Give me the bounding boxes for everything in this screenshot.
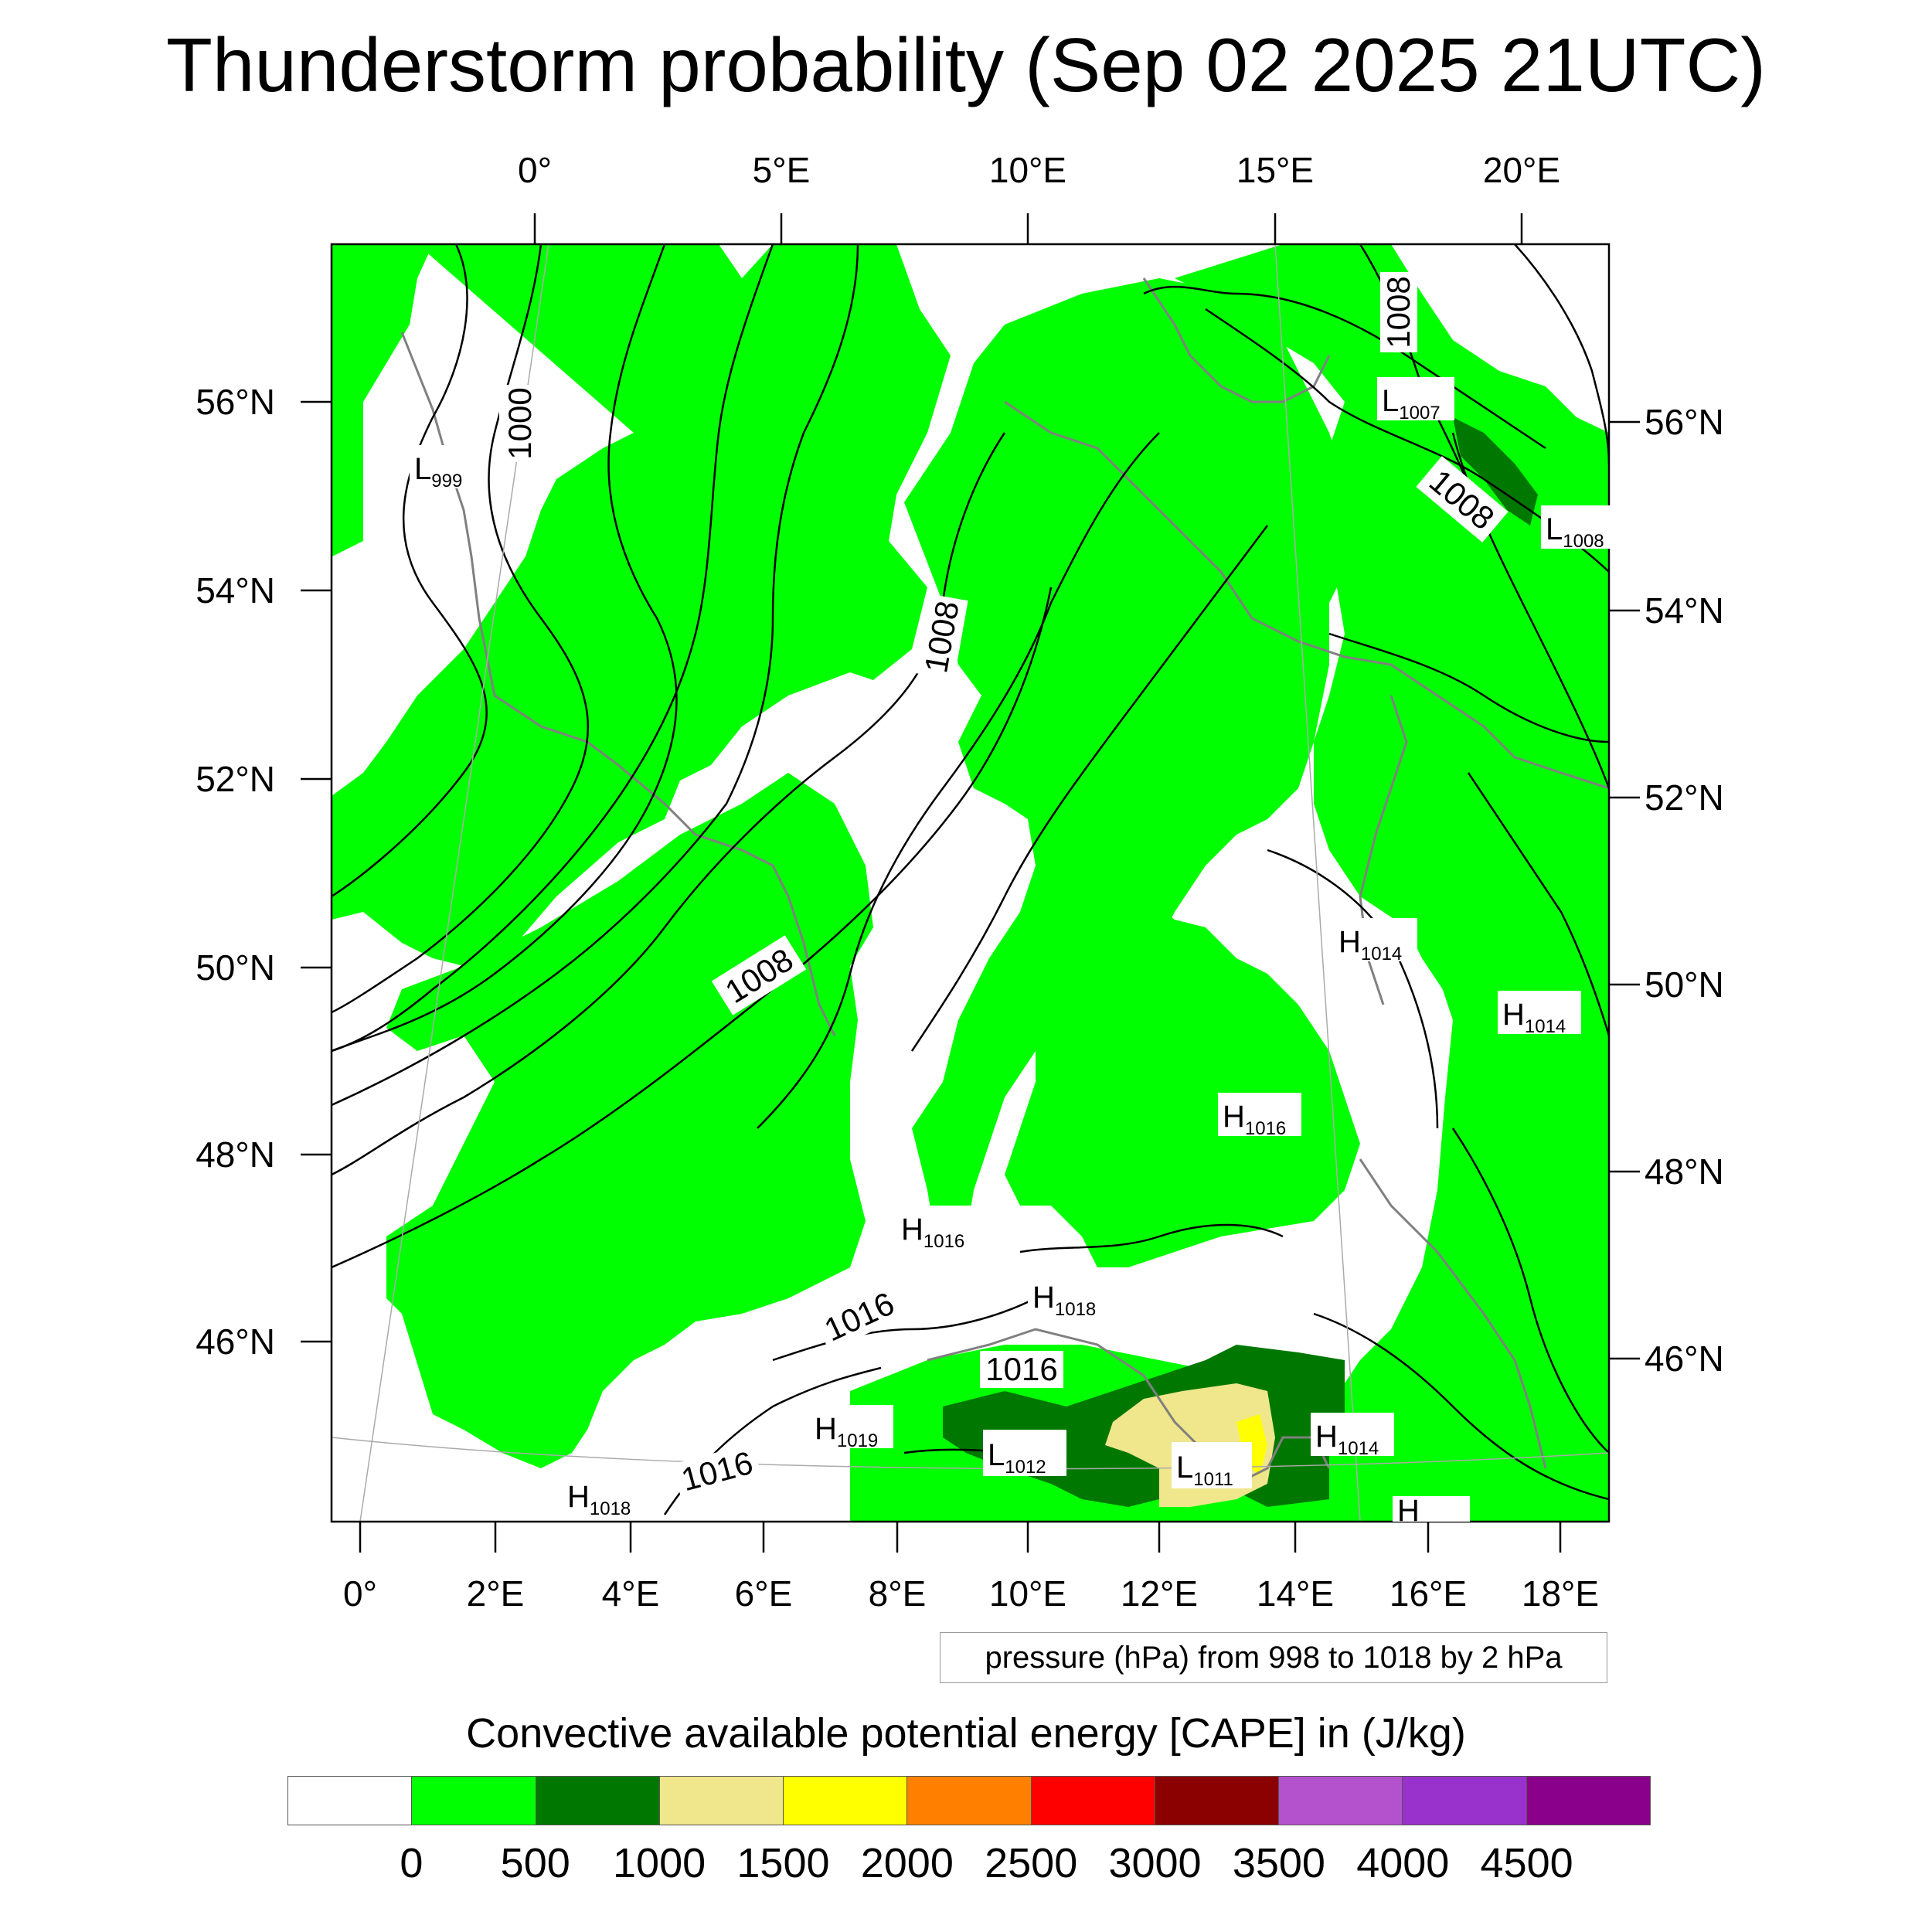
tick-label-right: 56°N: [1645, 402, 1724, 442]
tick-label-top: 10°E: [989, 150, 1066, 190]
tick-label-left: 54°N: [196, 570, 275, 611]
tick-label-bottom: 4°E: [602, 1573, 660, 1614]
tick-label-bottom: 6°E: [735, 1573, 793, 1614]
right-lat-labels: 56°N 54°N 52°N 50°N 48°N 46°N: [1645, 402, 1724, 1379]
tick-label-right: 54°N: [1645, 590, 1724, 631]
colorbar-segment: [412, 1777, 536, 1825]
tick-label-bottom: 12°E: [1121, 1573, 1198, 1614]
colorbar-segment: [784, 1777, 908, 1825]
chart-title: Thunderstorm probability (Sep 02 2025 21…: [166, 22, 1766, 107]
tick-label-bottom: 10°E: [989, 1573, 1066, 1614]
pressure-center-label: L1012: [988, 1438, 1046, 1478]
pressure-center-label: H: [1397, 1494, 1420, 1528]
pressure-center-label: H1018: [567, 1480, 631, 1519]
pressure-center-label: L1011: [1176, 1451, 1233, 1490]
colorbar-segment: [659, 1777, 784, 1825]
pressure-center-label: L1008: [1546, 512, 1604, 552]
pressure-center-label: L999: [414, 452, 462, 492]
pressure-contour-note: pressure (hPa) from 998 to 1018 by 2 hPa: [940, 1632, 1607, 1683]
colorbar-tick-label: 1000: [613, 1840, 706, 1886]
tick-label-left: 52°N: [196, 759, 275, 799]
plot-border: [330, 243, 1611, 1523]
tick-label-right: 48°N: [1645, 1151, 1724, 1192]
pressure-center-label: H1019: [815, 1412, 878, 1451]
colorbar: [287, 1776, 1651, 1825]
tick-label-top: 5°E: [753, 150, 811, 190]
tick-label-right: 46°N: [1645, 1338, 1724, 1379]
colorbar-segment: [1031, 1777, 1155, 1825]
colorbar-segment: [1279, 1777, 1403, 1825]
colorbar-labels: 0 500 1000 1500 2000 2500 3000 3500 4000 4500: [287, 1839, 1651, 1893]
colorbar-tick-label: 4000: [1356, 1840, 1450, 1886]
pressure-center-label: H1016: [901, 1213, 964, 1252]
colorbar-segment: [1155, 1777, 1280, 1825]
pressure-centers: L999 L1007 L1008 H1014 H1014 H1016 H1016: [410, 377, 1614, 1528]
colorbar-tick-label: 2500: [985, 1840, 1078, 1886]
tick-label-top: 15°E: [1236, 150, 1314, 190]
colorbar-tick-label: 3500: [1232, 1840, 1325, 1886]
tick-label-top: 0°: [518, 150, 552, 190]
isobar-label: 1000: [502, 387, 538, 459]
legend-title: Convective available potential energy [C…: [466, 1710, 1466, 1757]
tick-label-bottom: 16°E: [1389, 1573, 1467, 1614]
tick-label-bottom: 14°E: [1257, 1573, 1334, 1614]
colorbar-tick-label: 3000: [1108, 1840, 1202, 1886]
tick-label-right: 52°N: [1645, 777, 1724, 818]
colorbar-segment: [907, 1777, 1032, 1825]
tick-marks: [301, 213, 1640, 1553]
pressure-center-label: H1018: [1032, 1281, 1096, 1320]
tick-label-right: 50°N: [1645, 964, 1724, 1005]
colorbar-segment: [1403, 1777, 1527, 1825]
pressure-center-label: L1007: [1382, 384, 1440, 423]
tick-label-left: 48°N: [196, 1134, 275, 1175]
tick-label-bottom: 18°E: [1522, 1573, 1599, 1614]
top-lon-labels: 0° 5°E 10°E 15°E 20°E: [518, 150, 1560, 190]
colorbar-tick-label: 500: [500, 1840, 570, 1886]
colorbar-segment: [536, 1777, 660, 1825]
isobar-label: 1016: [985, 1351, 1057, 1387]
tick-label-left: 56°N: [196, 382, 275, 422]
colorbar-tick-label: 1500: [736, 1840, 830, 1886]
tick-label-top: 20°E: [1483, 150, 1560, 190]
colorbar-tick-label: 4500: [1480, 1840, 1573, 1886]
colorbar-segment: [1526, 1777, 1650, 1825]
bottom-lon-labels: 0° 2°E 4°E 6°E 8°E 10°E 12°E 14°E 16°E 1…: [343, 1573, 1599, 1614]
pressure-center-label: H1016: [1223, 1100, 1286, 1139]
tick-label-left: 46°N: [196, 1321, 275, 1362]
tick-label-bottom: 8°E: [869, 1573, 927, 1614]
colorbar-tick-label: 2000: [860, 1840, 954, 1886]
colorbar-segment: [288, 1777, 413, 1825]
left-lat-labels: 56°N 54°N 52°N 50°N 48°N 46°N: [196, 382, 275, 1362]
tick-label-bottom: 0°: [343, 1573, 377, 1614]
pressure-center-label: H1014: [1315, 1420, 1379, 1459]
colorbar-tick-label: 0: [400, 1840, 423, 1886]
pressure-center-label: H1014: [1502, 998, 1566, 1037]
tick-label-bottom: 2°E: [467, 1573, 525, 1614]
pressure-center-label: H1014: [1338, 925, 1402, 964]
isobar-label: 1008: [1380, 276, 1417, 348]
tick-label-left: 50°N: [196, 947, 275, 988]
